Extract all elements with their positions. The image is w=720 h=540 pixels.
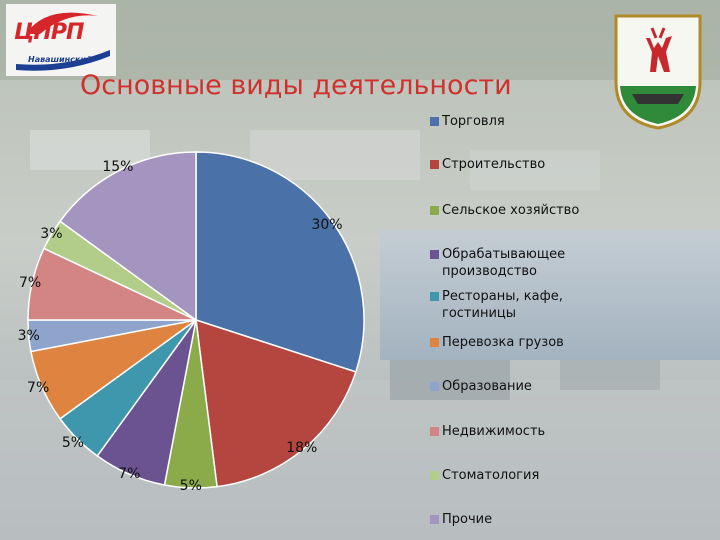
pie-slice-1: [195, 151, 365, 373]
legend-item-3: Сельское хозяйство: [430, 202, 610, 219]
data-label-8: 7%: [18, 274, 42, 291]
data-label-7: 3%: [17, 327, 40, 344]
legend-item-5: Рестораны, кафе, гостиницы: [430, 288, 610, 322]
page-title: Основные виды деятельности: [80, 70, 512, 101]
legend-label: Строительство: [442, 157, 546, 172]
pie-slice-2: [195, 318, 357, 488]
legend-swatch: [430, 206, 439, 215]
data-label-9: 3%: [40, 226, 63, 243]
legend-swatch: [430, 515, 439, 524]
legend-label: Образование: [442, 379, 532, 394]
data-label-2: 18%: [286, 439, 318, 456]
legend-swatch: [430, 427, 439, 436]
legend-item-10: Прочие: [430, 511, 610, 528]
legend-item-1: Торговля: [430, 113, 610, 130]
logo: ЦПРП Навашинский: [6, 4, 116, 76]
legend-item-4: Обрабатывающее производство: [430, 246, 610, 280]
legend-item-9: Стоматология: [430, 467, 610, 484]
logo-subtext: Навашинский: [28, 55, 92, 64]
data-label-3: 5%: [179, 477, 202, 494]
legend-swatch: [430, 382, 439, 391]
data-label-10: 15%: [102, 158, 134, 175]
legend-label: Перевозка грузов: [442, 335, 564, 350]
legend-label: Сельское хозяйство: [442, 203, 580, 218]
legend-swatch: [430, 338, 439, 347]
coat-of-arms-icon: [612, 12, 704, 130]
legend-label: Недвижимость: [442, 424, 546, 439]
legend-swatch: [430, 160, 439, 169]
legend-item-8: Недвижимость: [430, 423, 610, 440]
data-label-1: 30%: [311, 216, 343, 233]
legend-item-7: Образование: [430, 378, 610, 395]
legend-label: Рестораны, кафе, гостиницы: [442, 289, 563, 321]
legend-swatch: [430, 117, 439, 126]
legend-item-2: Строительство: [430, 156, 610, 173]
legend-label: Обрабатывающее производство: [442, 247, 566, 279]
legend-swatch: [430, 250, 439, 259]
legend-swatch: [430, 471, 439, 480]
data-label-6: 7%: [27, 380, 50, 397]
logo-emblem-icon: [16, 12, 110, 71]
legend-label: Прочие: [442, 512, 493, 527]
data-label-5: 5%: [61, 435, 85, 452]
data-label-4: 7%: [118, 466, 141, 483]
legend-label: Торговля: [442, 114, 505, 129]
legend-swatch: [430, 292, 439, 301]
pie-slice-10: [59, 151, 197, 322]
legend-label: Стоматология: [442, 468, 540, 483]
logo-text: ЦПРП: [14, 20, 84, 45]
legend-item-6: Перевозка грузов: [430, 334, 610, 351]
